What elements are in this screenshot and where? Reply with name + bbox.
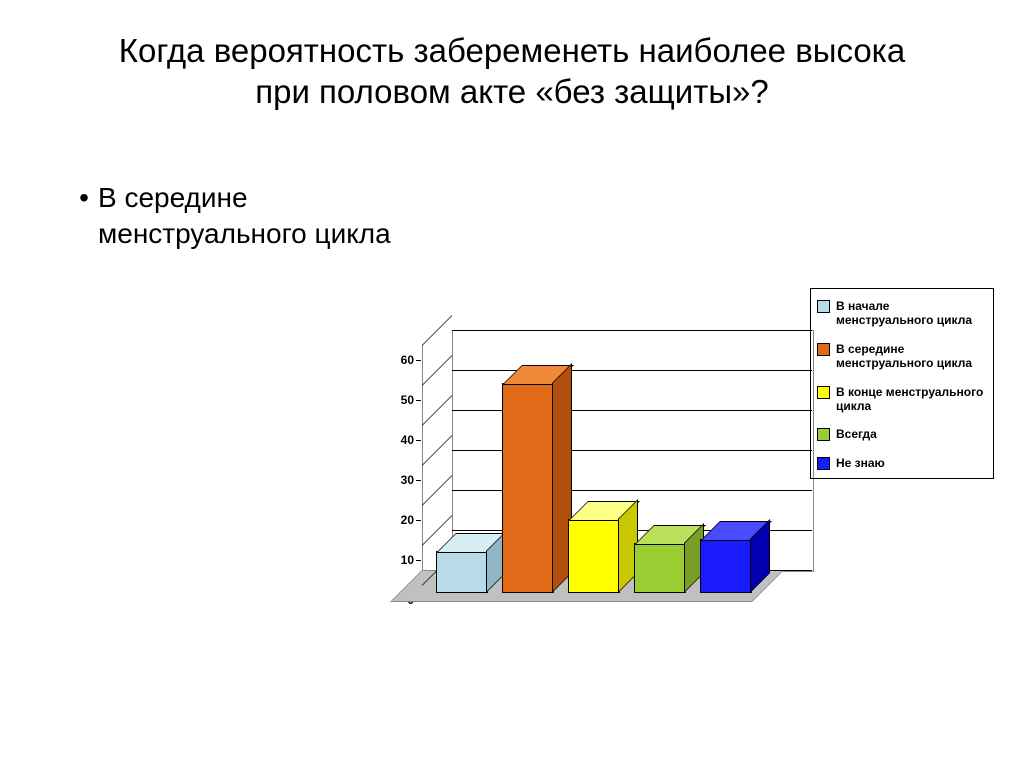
y-tick-mark: [416, 400, 421, 401]
legend-label: В середине менструального цикла: [836, 342, 987, 371]
y-tick-label: 10: [370, 553, 414, 567]
bar: [502, 367, 570, 593]
gridline: [452, 330, 812, 331]
legend: В начале менструального цикла В середине …: [810, 288, 994, 479]
bar-front: [436, 551, 488, 593]
y-tick-mark: [416, 440, 421, 441]
legend-label: Не знаю: [836, 456, 987, 470]
y-tick-label: 50: [370, 393, 414, 407]
legend-swatch: [817, 457, 830, 470]
y-tick-mark: [416, 520, 421, 521]
bullet-item: • В середине менструального цикла: [70, 180, 450, 253]
y-tick-label: 20: [370, 513, 414, 527]
legend-swatch: [817, 300, 830, 313]
y-tick-mark: [416, 480, 421, 481]
bar-front: [700, 539, 752, 593]
plot-area: [422, 330, 782, 600]
bar-chart: 0102030405060: [370, 330, 800, 630]
bullet-text: В середине менструального цикла: [98, 180, 450, 253]
y-tick-label: 30: [370, 473, 414, 487]
bar-front: [568, 519, 620, 593]
legend-swatch: [817, 386, 830, 399]
bar: [634, 527, 702, 593]
y-tick-label: 40: [370, 433, 414, 447]
bullet-dot: •: [70, 180, 98, 216]
legend-swatch: [817, 428, 830, 441]
slide: Когда вероятность забеременеть наиболее …: [0, 0, 1024, 767]
slide-title: Когда вероятность забеременеть наиболее …: [90, 30, 934, 113]
legend-swatch: [817, 343, 830, 356]
y-tick-label: 60: [370, 353, 414, 367]
bar-front: [634, 543, 686, 593]
y-tick-mark: [416, 560, 421, 561]
bar: [700, 523, 768, 593]
legend-item: В начале менструального цикла: [817, 299, 987, 328]
legend-label: В начале менструального цикла: [836, 299, 987, 328]
legend-label: В конце менструального цикла: [836, 385, 987, 414]
bar: [436, 535, 504, 593]
legend-item: Не знаю: [817, 456, 987, 470]
legend-item: Всегда: [817, 427, 987, 441]
y-axis-ticks: 0102030405060: [370, 330, 414, 600]
legend-item: В конце менструального цикла: [817, 385, 987, 414]
legend-item: В середине менструального цикла: [817, 342, 987, 371]
legend-label: Всегда: [836, 427, 987, 441]
bar-front: [502, 383, 554, 593]
bar: [568, 503, 636, 593]
y-tick-mark: [416, 360, 421, 361]
bullet-area: • В середине менструального цикла: [70, 180, 450, 253]
